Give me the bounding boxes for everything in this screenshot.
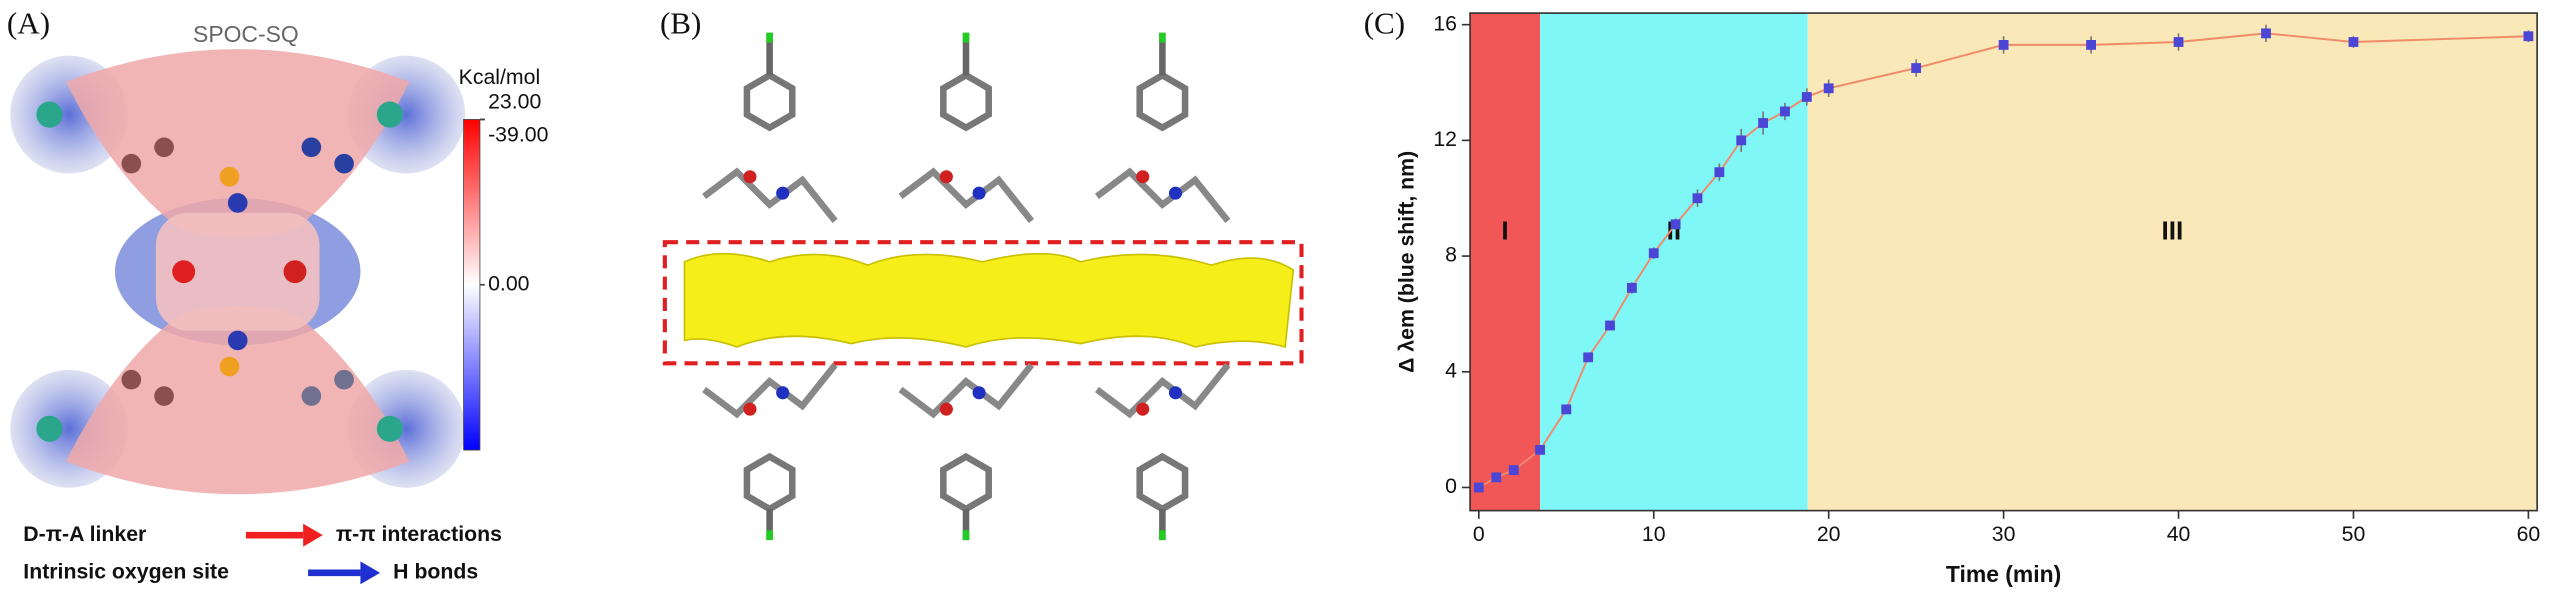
data-point (1692, 193, 1703, 204)
colorbar-tick-label: -39.00 (488, 122, 548, 146)
benzene-ring (1136, 71, 1189, 132)
x-tick-label: 60 (2517, 522, 2541, 546)
benzene-ring (743, 71, 796, 132)
colorbar-tick-label: 23.00 (488, 90, 541, 114)
region-label: I (1501, 215, 1508, 245)
legend-arrow-head (303, 523, 323, 547)
atoms (36, 101, 404, 442)
data-point (1473, 482, 1484, 493)
data-point (1605, 320, 1615, 331)
oxygen (743, 170, 757, 184)
y-tick-label: 12 (1433, 127, 1457, 151)
colorbar-tick-label: 0.00 (488, 271, 529, 295)
oxygen (743, 402, 757, 416)
chain (702, 167, 838, 223)
x-tick-label: 40 (2167, 522, 2191, 546)
data-point (1670, 219, 1681, 230)
y-tick-label: 16 (1433, 11, 1457, 35)
data-point (1801, 92, 1812, 102)
data-point (1911, 63, 1922, 73)
nitrogen (776, 186, 790, 200)
panel-a: (A) SPOC-SQ Kcal/mol 23.00 0.00 -39.00 D-π… (7, 5, 548, 585)
legend-text: D-π-A linker (23, 522, 146, 546)
chain (1094, 362, 1231, 419)
benzene-ring (940, 71, 992, 132)
molecule-title: SPOC-SQ (193, 21, 299, 47)
legend-text: Intrinsic oxygen site (23, 559, 229, 583)
data-point (1823, 83, 1834, 94)
region (1807, 13, 2538, 511)
chain (1094, 167, 1231, 223)
oxygen (939, 170, 953, 184)
nitrogen (1168, 386, 1183, 400)
esp-surface (10, 49, 466, 495)
legend-text: π-π interactions (336, 522, 502, 546)
nitrogen (776, 386, 790, 400)
benzene-ring (743, 452, 796, 513)
x-tick-label: 0 (1473, 522, 1485, 546)
data-point (1758, 118, 1768, 128)
data-point (1583, 352, 1594, 363)
colorbar-title: Kcal/mol (459, 65, 541, 89)
panel-label: (C) (1364, 5, 1405, 40)
oxygen (1136, 170, 1150, 184)
data-point (1626, 282, 1637, 293)
nitrogen (972, 186, 986, 200)
data-point (1998, 40, 2009, 50)
nitrogen (1168, 186, 1183, 200)
data-point (1648, 248, 1659, 259)
colorbar (463, 119, 481, 451)
y-axis-label: Δ λem (blue shift, nm) (1395, 151, 1419, 373)
data-point (1561, 404, 1572, 415)
data-point (2348, 37, 2359, 47)
data-point (1714, 167, 1725, 178)
chain (898, 167, 1035, 223)
data-point (1508, 465, 1519, 476)
region-label: III (2162, 215, 2184, 245)
panel-label: (B) (660, 5, 701, 40)
x-tick-label: 10 (1642, 522, 1666, 546)
x-tick-label: 30 (1992, 522, 2016, 546)
oxygen (1136, 402, 1150, 416)
data-point (1535, 444, 1545, 455)
data-point (2523, 31, 2534, 42)
legend-text: H bonds (393, 559, 478, 583)
legend-arrow-head (360, 561, 381, 585)
x-tick-label: 20 (1817, 522, 1841, 546)
region (1470, 13, 1541, 511)
benzene-ring (1136, 452, 1189, 513)
chain (702, 362, 838, 419)
data-point (1780, 106, 1790, 117)
oxygen (939, 402, 953, 416)
benzene-ring (940, 452, 992, 513)
isosurface (683, 252, 1295, 349)
region (1540, 13, 1808, 511)
panel-b: (B) (660, 5, 1304, 541)
y-tick-label: 0 (1445, 474, 1457, 498)
y-tick-label: 8 (1445, 243, 1457, 267)
data-point (1491, 472, 1502, 483)
data-line (1478, 32, 2529, 489)
x-axis-label: Time (min) (1946, 561, 2061, 587)
data-point (1736, 135, 1747, 146)
data-point (2173, 37, 2184, 47)
data-point (2086, 40, 2096, 50)
panel-label: (A) (7, 5, 50, 40)
highlight-box (662, 240, 1304, 366)
y-tick-label: 4 (1445, 358, 1457, 382)
x-tick-label: 50 (2342, 522, 2366, 546)
nitrogen (972, 386, 986, 400)
chain (898, 362, 1035, 419)
data-point (2261, 28, 2271, 39)
